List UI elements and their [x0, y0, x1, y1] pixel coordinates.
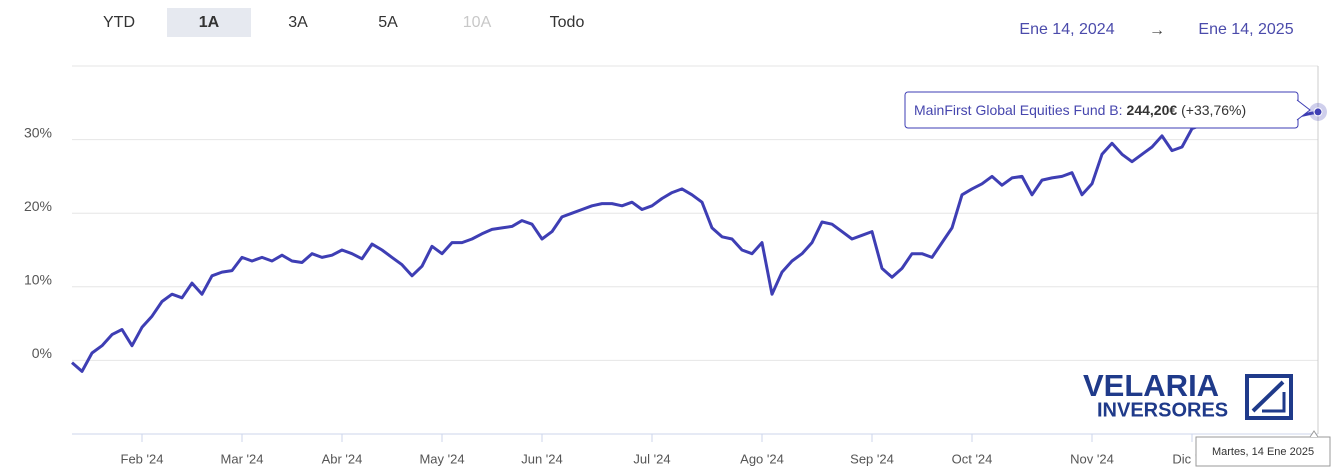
tooltip-label: MainFirst Global Equities Fund B:	[914, 102, 1123, 118]
x-tick-label: Feb '24	[121, 451, 164, 466]
logo: VELARIA INVERSORES	[1083, 368, 1293, 421]
date-from[interactable]: Ene 14, 2024	[1019, 21, 1114, 38]
logo-line2: INVERSORES	[1097, 399, 1228, 421]
x-tick-label: May '24	[419, 451, 464, 466]
x-tick-label: Jul '24	[633, 451, 670, 466]
logo-icon	[1245, 374, 1293, 420]
range-button[interactable]: Todo	[550, 14, 585, 31]
y-tick-label: 10%	[24, 272, 52, 288]
range-button[interactable]: YTD	[103, 14, 135, 31]
logo-icon-slash	[1251, 380, 1285, 413]
tooltip-value: 244,20€	[1127, 102, 1178, 118]
y-tick-label: 0%	[32, 345, 52, 361]
x-tick-label: Sep '24	[850, 451, 894, 466]
range-button[interactable]: 3A	[288, 14, 308, 31]
x-tick-label: Abr '24	[322, 451, 363, 466]
logo-icon-corner	[1262, 392, 1286, 413]
y-tick-label: 20%	[24, 198, 52, 214]
date-to[interactable]: Ene 14, 2025	[1198, 21, 1293, 38]
crosshair-label-pointer	[1309, 430, 1319, 438]
crosshair-label: Martes, 14 Ene 2025	[1212, 446, 1314, 458]
tooltip-pointer	[1296, 99, 1311, 121]
y-tick-label: 30%	[24, 124, 52, 140]
range-button[interactable]: 1A	[199, 14, 220, 31]
x-tick-label: Ago '24	[740, 451, 784, 466]
selected-range-bg	[167, 8, 251, 37]
x-tick-label: Oct '24	[952, 451, 993, 466]
tooltip-change: (+33,76%)	[1181, 102, 1246, 118]
date-arrow: →	[1149, 22, 1165, 39]
x-tick-label: Jun '24	[521, 451, 563, 466]
x-tick-label: Nov '24	[1070, 451, 1114, 466]
range-button[interactable]: 5A	[378, 14, 398, 31]
crosshair-label-box	[1195, 436, 1331, 467]
x-tick-label: Mar '24	[221, 451, 264, 466]
tooltip-text: MainFirst Global Equities Fund B: 244,20€…	[914, 102, 1246, 118]
logo-line1: VELARIA	[1083, 368, 1219, 403]
range-button: 10A	[463, 14, 492, 31]
hover-point	[1313, 107, 1323, 117]
line-series	[71, 110, 1323, 373]
